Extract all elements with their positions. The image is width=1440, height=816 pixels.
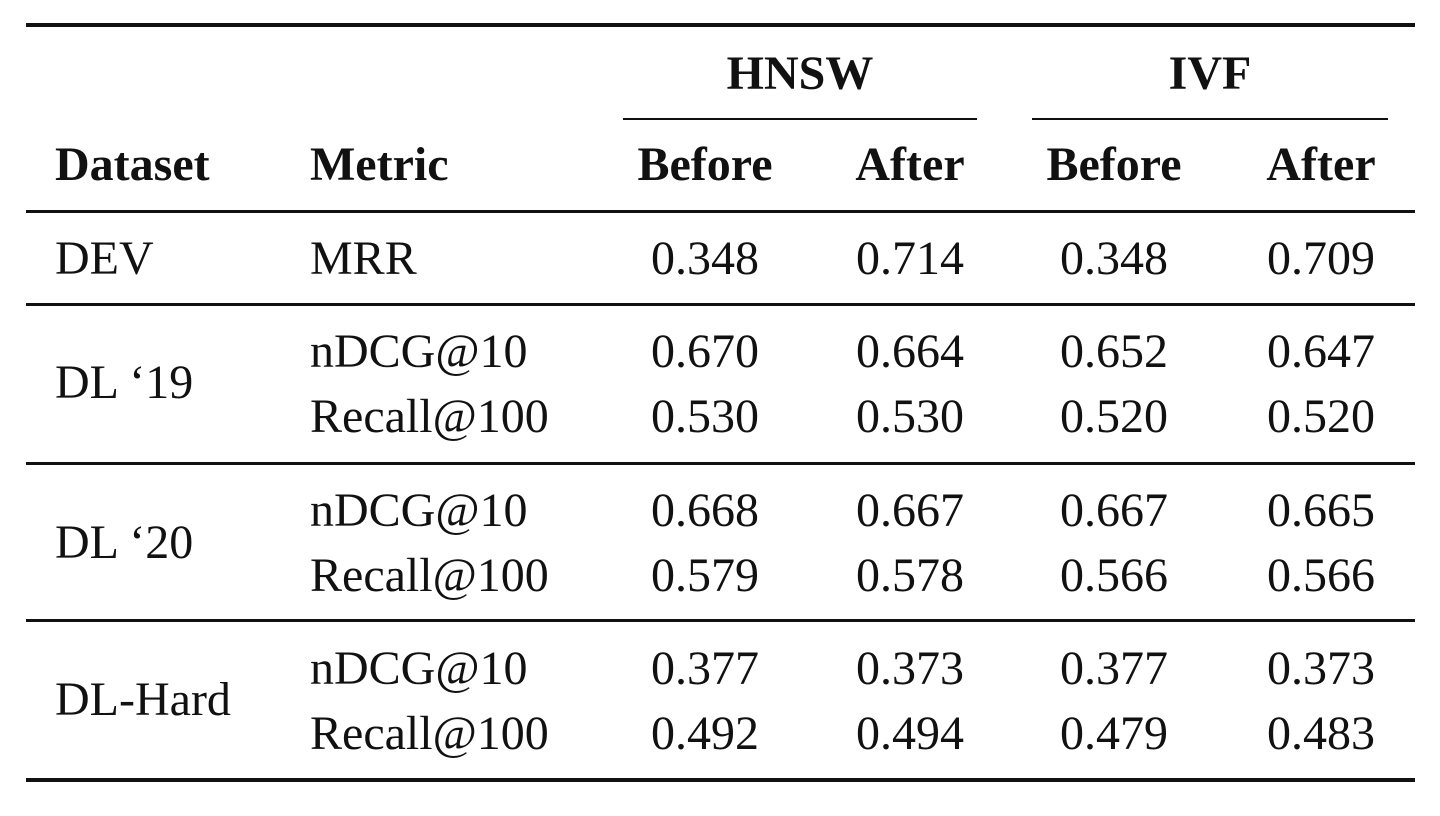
hnsw-after-cell: 0.667 [856, 484, 964, 537]
hnsw-after-cell: 0.578 [856, 549, 964, 602]
hnsw-after-cell: 0.714 [856, 232, 964, 285]
metric-cell: nDCG@10 [310, 325, 528, 378]
column-header-ivf-before: Before [1046, 138, 1182, 191]
hnsw-before-cell: 0.492 [651, 707, 759, 760]
dataset-cell: DL-Hard [55, 673, 231, 726]
hnsw-after-cell: 0.664 [856, 325, 964, 378]
ivf-after-cell: 0.373 [1267, 642, 1375, 695]
header-bottom-rule [26, 210, 1415, 213]
hnsw-after-cell: 0.494 [856, 707, 964, 760]
table-bottom-rule [26, 778, 1415, 782]
hnsw-before-cell: 0.670 [651, 325, 759, 378]
ivf-after-cell: 0.665 [1267, 484, 1375, 537]
ivf-before-cell: 0.348 [1060, 232, 1168, 285]
metric-cell: Recall@100 [310, 549, 549, 602]
ivf-after-cell: 0.709 [1267, 232, 1375, 285]
metric-cell: MRR [310, 232, 417, 285]
metric-cell: nDCG@10 [310, 484, 528, 537]
hnsw-before-cell: 0.348 [651, 232, 759, 285]
hnsw-group-rule [623, 118, 977, 120]
dl19-section-rule [26, 462, 1415, 465]
ivf-before-cell: 0.652 [1060, 325, 1168, 378]
metric-cell: nDCG@10 [310, 642, 528, 695]
dl20-section-rule [26, 619, 1415, 622]
ivf-after-cell: 0.520 [1267, 390, 1375, 443]
ivf-before-cell: 0.520 [1060, 390, 1168, 443]
ivf-before-cell: 0.479 [1060, 707, 1168, 760]
dataset-cell: DL ‘20 [55, 516, 194, 569]
ivf-before-cell: 0.667 [1060, 484, 1168, 537]
metric-cell: Recall@100 [310, 390, 549, 443]
metric-cell: Recall@100 [310, 707, 549, 760]
table-top-rule [26, 23, 1415, 27]
column-header-ivf-after: After [1266, 138, 1376, 191]
ivf-after-cell: 0.483 [1267, 707, 1375, 760]
dataset-cell: DL ‘19 [55, 356, 194, 409]
ivf-group-rule [1032, 118, 1388, 120]
column-header-hnsw-after: After [855, 138, 965, 191]
hnsw-after-cell: 0.530 [856, 390, 964, 443]
group-header-ivf: IVF [1168, 47, 1252, 100]
ivf-after-cell: 0.647 [1267, 325, 1375, 378]
dev-section-rule [26, 303, 1415, 306]
hnsw-before-cell: 0.579 [651, 549, 759, 602]
column-header-hnsw-before: Before [637, 138, 773, 191]
hnsw-before-cell: 0.377 [651, 642, 759, 695]
hnsw-after-cell: 0.373 [856, 642, 964, 695]
column-header-metric: Metric [310, 138, 449, 191]
hnsw-before-cell: 0.530 [651, 390, 759, 443]
ivf-before-cell: 0.566 [1060, 549, 1168, 602]
column-header-dataset: Dataset [55, 138, 210, 191]
dataset-cell: DEV [55, 232, 154, 285]
group-header-hnsw: HNSW [726, 47, 874, 100]
ivf-after-cell: 0.566 [1267, 549, 1375, 602]
ivf-before-cell: 0.377 [1060, 642, 1168, 695]
hnsw-before-cell: 0.668 [651, 484, 759, 537]
